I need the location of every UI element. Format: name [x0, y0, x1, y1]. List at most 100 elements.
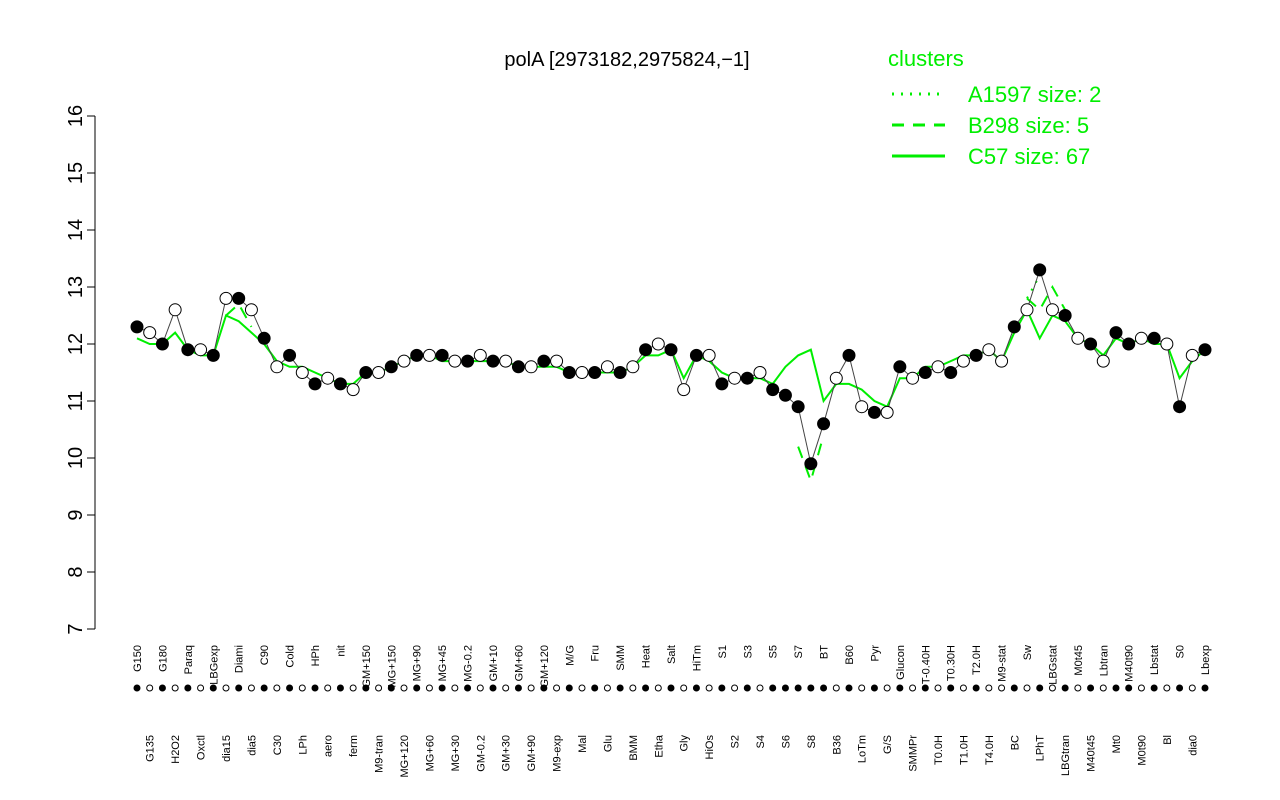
y-tick-label: 15 [65, 162, 87, 184]
point [1122, 337, 1136, 351]
rug-dot [781, 684, 789, 692]
point [397, 354, 411, 368]
x-tick-label: Oxctl [196, 735, 208, 760]
rug-dot [845, 684, 853, 692]
x-tick-label: GM-0.2 [475, 735, 487, 772]
x-tick-label: S6 [780, 735, 792, 748]
x-tick-label: S5 [768, 645, 780, 658]
point [842, 348, 856, 362]
y-tick-label: 9 [65, 509, 87, 520]
rug-dot [909, 684, 917, 692]
rug-dot [883, 684, 891, 692]
y-tick-label: 8 [65, 566, 87, 577]
rug-dot [870, 684, 878, 692]
rug-dot [921, 684, 929, 692]
cluster-line [1026, 284, 1067, 312]
x-tick-label: Glucon [895, 645, 907, 680]
x-tick-label: Lbtran [1098, 645, 1110, 676]
point [499, 354, 513, 368]
rug-dot [1188, 684, 1196, 692]
x-tick-label: Glu [602, 735, 614, 752]
x-tick-label: H2O2 [170, 735, 182, 764]
x-tick-label: LoTm [857, 735, 869, 763]
point [689, 348, 703, 362]
rug-dot [718, 684, 726, 692]
x-tick-label: S0 [1175, 645, 1187, 658]
x-tick-label: Heat [641, 645, 653, 668]
legend-title: clusters [888, 46, 964, 71]
point [893, 360, 907, 374]
rug-dot [502, 684, 510, 692]
x-tick-label: Sw [1022, 645, 1034, 660]
point [384, 360, 398, 374]
point [168, 303, 182, 317]
point [867, 405, 881, 419]
rug-dot [464, 684, 472, 692]
rug-dot [959, 684, 967, 692]
rug-dot [858, 684, 866, 692]
legend-label: B298 size: 5 [968, 113, 1089, 138]
legend-label: A1597 size: 2 [968, 82, 1101, 107]
point [257, 331, 271, 345]
rug-dot [578, 684, 586, 692]
point [1185, 348, 1199, 362]
rug-dot [794, 684, 802, 692]
point [1033, 263, 1047, 277]
rug-dot [158, 684, 166, 692]
y-tick-label: 16 [65, 105, 87, 127]
rug-dot [985, 684, 993, 692]
x-tick-label: T0.0H [933, 735, 945, 765]
rug-dot [667, 684, 675, 692]
rug-dot [324, 684, 332, 692]
point [473, 348, 487, 362]
x-tick-label: dia5 [246, 735, 258, 756]
x-tick-label: Paraq [183, 645, 195, 674]
point [829, 371, 843, 385]
point [1045, 303, 1059, 317]
point [715, 377, 729, 391]
x-tick-label: Diami [234, 645, 246, 673]
rug-dot [1036, 684, 1044, 692]
x-tick-label: Lbexp [1200, 645, 1212, 675]
point [766, 383, 780, 397]
rug-dot [832, 684, 840, 692]
x-tick-label: M0t45 [1073, 645, 1085, 676]
point [600, 360, 614, 374]
cluster-line [797, 434, 825, 485]
rug-dot [235, 684, 243, 692]
point [1173, 400, 1187, 414]
point [1198, 343, 1212, 357]
x-tick-label: Mt0 [1111, 735, 1123, 753]
x-tick-label: M40t90 [1124, 645, 1136, 682]
rug-dot [642, 684, 650, 692]
x-tick-label: HiOs [704, 735, 716, 760]
x-tick-label: G150 [132, 645, 144, 672]
point [995, 354, 1009, 368]
y-tick-label: 10 [65, 447, 87, 469]
point [575, 366, 589, 379]
rug-dot [731, 684, 739, 692]
rug-dot [705, 684, 713, 692]
point [232, 291, 246, 305]
x-tick-label: LBGtran [1060, 735, 1072, 776]
x-tick-label: MG-0.2 [463, 645, 475, 682]
rug-dot [807, 684, 815, 692]
x-tick-label: GM+90 [526, 735, 538, 771]
point [435, 348, 449, 362]
rug-dot [400, 684, 408, 692]
point [1058, 309, 1072, 322]
x-tick-label: Mal [577, 735, 589, 753]
x-tick-label: Bl [1162, 735, 1174, 745]
x-tick-label: S7 [793, 645, 805, 658]
rug-dot [438, 684, 446, 692]
rug-dot [146, 684, 154, 692]
x-tick-label: GM+60 [513, 645, 525, 681]
rug-dot [184, 684, 192, 692]
rug-dot [540, 684, 548, 692]
rug-dot [565, 684, 573, 692]
y-tick-label: 7 [65, 623, 87, 634]
point [1020, 303, 1034, 317]
rug-dot [425, 684, 433, 692]
x-tick-label: dia15 [221, 735, 233, 762]
